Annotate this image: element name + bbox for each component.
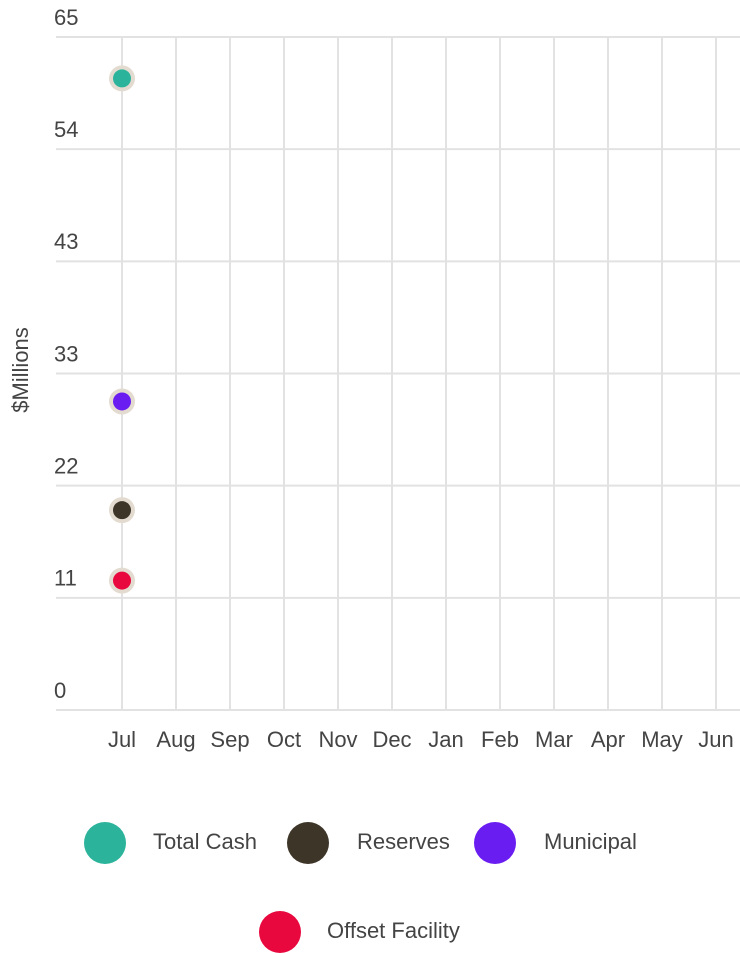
legend-label: Total Cash (153, 829, 257, 854)
x-tick-label: Nov (318, 727, 357, 752)
legend-swatch (259, 911, 301, 953)
legend-item[interactable]: Reserves (287, 822, 450, 864)
x-tick-label: Jan (428, 727, 463, 752)
y-tick-label: 65 (54, 5, 78, 30)
x-tick-label: Aug (156, 727, 195, 752)
x-tick-label: Dec (372, 727, 411, 752)
x-tick-label: Jul (108, 727, 136, 752)
x-tick-label: Oct (267, 727, 301, 752)
y-axis-label: $Millions (8, 327, 33, 413)
legend-label: Offset Facility (327, 918, 460, 943)
marker (113, 501, 131, 520)
y-tick-label: 33 (54, 341, 78, 366)
legend-swatch (84, 822, 126, 864)
x-tick-label: Apr (591, 727, 625, 752)
y-tick-label: 0 (54, 678, 66, 703)
x-tick-label: Mar (535, 727, 573, 752)
marker (113, 69, 131, 88)
x-tick-label: Sep (210, 727, 249, 752)
x-tick-label: May (641, 727, 683, 752)
marker (113, 571, 131, 590)
legend-item[interactable]: Offset Facility (259, 911, 460, 953)
y-tick-label: 22 (54, 453, 78, 478)
marker (113, 392, 131, 411)
y-tick-label: 43 (54, 229, 78, 254)
legend-swatch (474, 822, 516, 864)
legend-item[interactable]: Municipal (474, 822, 637, 864)
legend-item[interactable]: Total Cash (84, 822, 257, 864)
legend-label: Reserves (357, 829, 450, 854)
x-tick-label: Feb (481, 727, 519, 752)
y-tick-label: 11 (54, 566, 77, 591)
legend-label: Municipal (544, 829, 637, 854)
y-tick-label: 54 (54, 117, 78, 142)
legend-swatch (287, 822, 329, 864)
x-tick-label: Jun (698, 727, 733, 752)
